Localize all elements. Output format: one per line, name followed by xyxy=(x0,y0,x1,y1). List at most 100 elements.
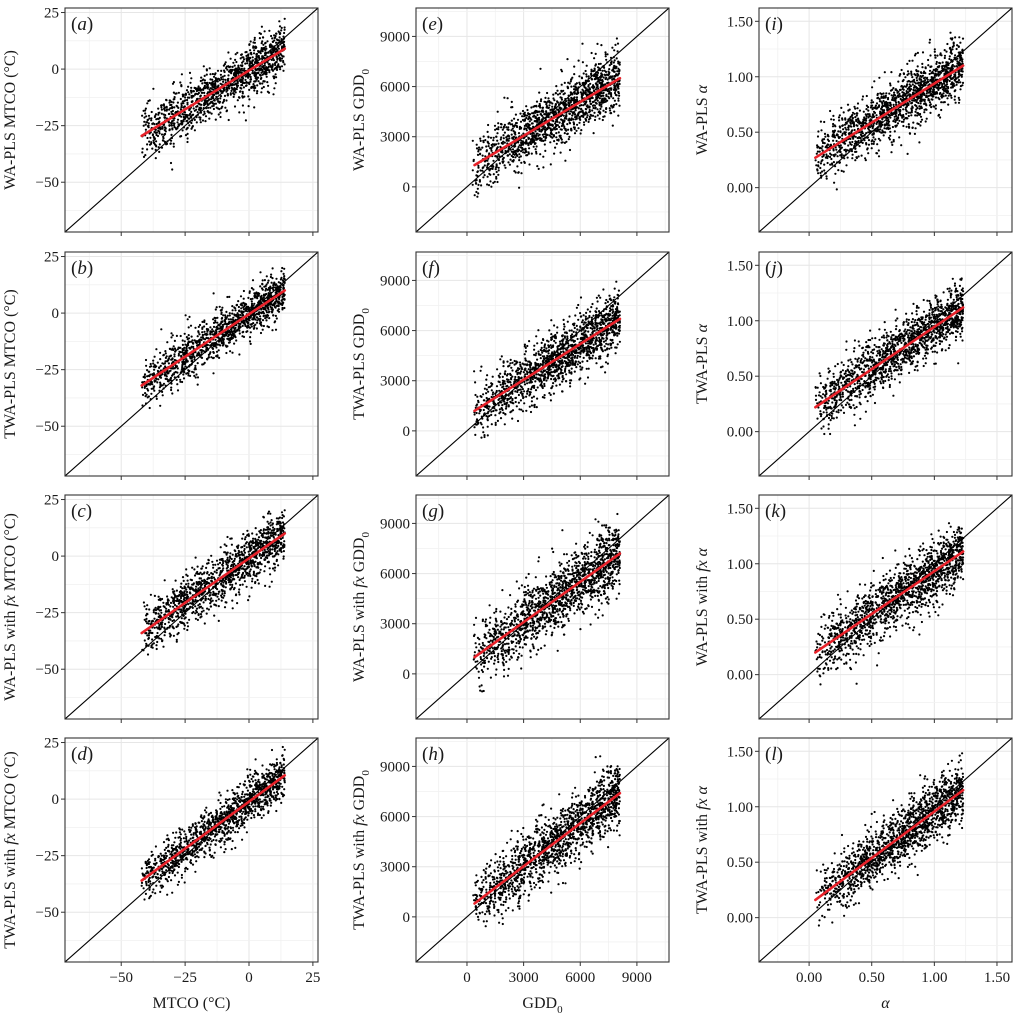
data-point xyxy=(221,105,224,108)
data-point xyxy=(158,116,161,119)
data-point xyxy=(216,321,219,324)
data-point xyxy=(241,324,244,327)
data-point xyxy=(172,847,175,851)
data-point xyxy=(240,796,243,799)
data-point xyxy=(176,383,179,386)
data-point xyxy=(268,585,271,588)
data-point xyxy=(283,63,286,66)
data-point xyxy=(283,278,286,281)
data-point xyxy=(198,102,201,105)
data-point xyxy=(245,325,248,328)
data-point xyxy=(255,572,258,576)
data-point xyxy=(234,594,238,597)
data-point xyxy=(283,527,286,530)
data-point xyxy=(248,98,251,101)
data-point xyxy=(270,300,273,303)
data-point xyxy=(241,545,244,549)
data-point xyxy=(214,329,218,332)
data-point xyxy=(234,553,238,556)
data-point xyxy=(195,373,198,376)
data-point xyxy=(154,892,157,895)
data-point xyxy=(212,590,215,594)
data-point xyxy=(202,839,206,842)
data-point xyxy=(154,857,157,860)
data-point xyxy=(227,74,230,77)
data-point xyxy=(246,571,249,575)
data-point xyxy=(255,575,258,578)
data-point xyxy=(280,270,283,273)
data-point xyxy=(218,561,222,565)
data-point xyxy=(233,329,236,332)
data-point xyxy=(161,621,164,624)
data-point xyxy=(232,588,235,591)
data-point xyxy=(194,617,197,620)
data-point xyxy=(158,880,161,883)
data-point xyxy=(254,545,257,548)
data-point xyxy=(183,624,186,627)
data-point xyxy=(197,587,200,590)
data-point xyxy=(186,140,189,144)
data-point xyxy=(243,565,246,568)
data-point xyxy=(247,814,250,817)
data-point xyxy=(142,887,145,890)
data-point xyxy=(283,544,286,547)
data-point xyxy=(156,369,159,373)
data-point xyxy=(192,345,195,348)
data-point xyxy=(237,71,240,74)
data-point xyxy=(233,306,236,309)
data-point xyxy=(172,348,175,352)
data-point xyxy=(223,811,226,815)
data-point xyxy=(253,106,256,109)
data-point xyxy=(237,300,240,303)
data-point xyxy=(273,87,276,90)
data-point xyxy=(181,363,184,366)
data-point xyxy=(259,82,262,85)
data-point xyxy=(245,546,248,549)
data-point xyxy=(213,73,216,76)
data-point xyxy=(264,285,267,288)
data-point xyxy=(259,52,262,55)
data-point xyxy=(182,607,185,610)
data-point xyxy=(229,826,232,829)
data-point xyxy=(200,820,203,823)
data-point xyxy=(231,88,234,91)
data-point xyxy=(217,817,221,820)
data-point xyxy=(222,88,225,91)
data-point xyxy=(195,582,198,585)
data-point xyxy=(207,337,210,340)
data-point xyxy=(192,353,195,356)
data-point xyxy=(266,512,270,515)
data-point xyxy=(275,542,278,545)
data-point xyxy=(221,326,224,329)
data-point xyxy=(251,542,254,545)
data-point xyxy=(264,71,267,74)
data-point xyxy=(271,522,274,525)
data-point xyxy=(143,639,146,642)
data-point xyxy=(161,597,164,601)
data-point xyxy=(239,559,242,562)
data-point xyxy=(149,136,152,139)
data-point xyxy=(215,599,218,602)
data-point xyxy=(282,61,285,64)
data-point xyxy=(262,805,265,808)
data-point xyxy=(235,554,238,558)
data-point xyxy=(146,622,149,625)
data-point xyxy=(205,82,208,85)
data-point xyxy=(204,338,207,341)
data-point xyxy=(266,61,269,64)
data-point xyxy=(258,781,261,784)
data-point xyxy=(172,634,175,637)
data-point xyxy=(235,817,238,820)
data-point xyxy=(231,607,234,610)
data-point xyxy=(258,31,261,35)
data-point xyxy=(252,288,255,291)
data-point xyxy=(179,610,182,614)
y-tick-label: −50 xyxy=(36,419,59,435)
data-point xyxy=(228,337,231,340)
data-point xyxy=(191,863,195,866)
data-point xyxy=(237,549,240,553)
data-point xyxy=(169,378,172,382)
data-point xyxy=(271,40,274,44)
data-point xyxy=(175,595,178,598)
data-point xyxy=(266,556,269,560)
